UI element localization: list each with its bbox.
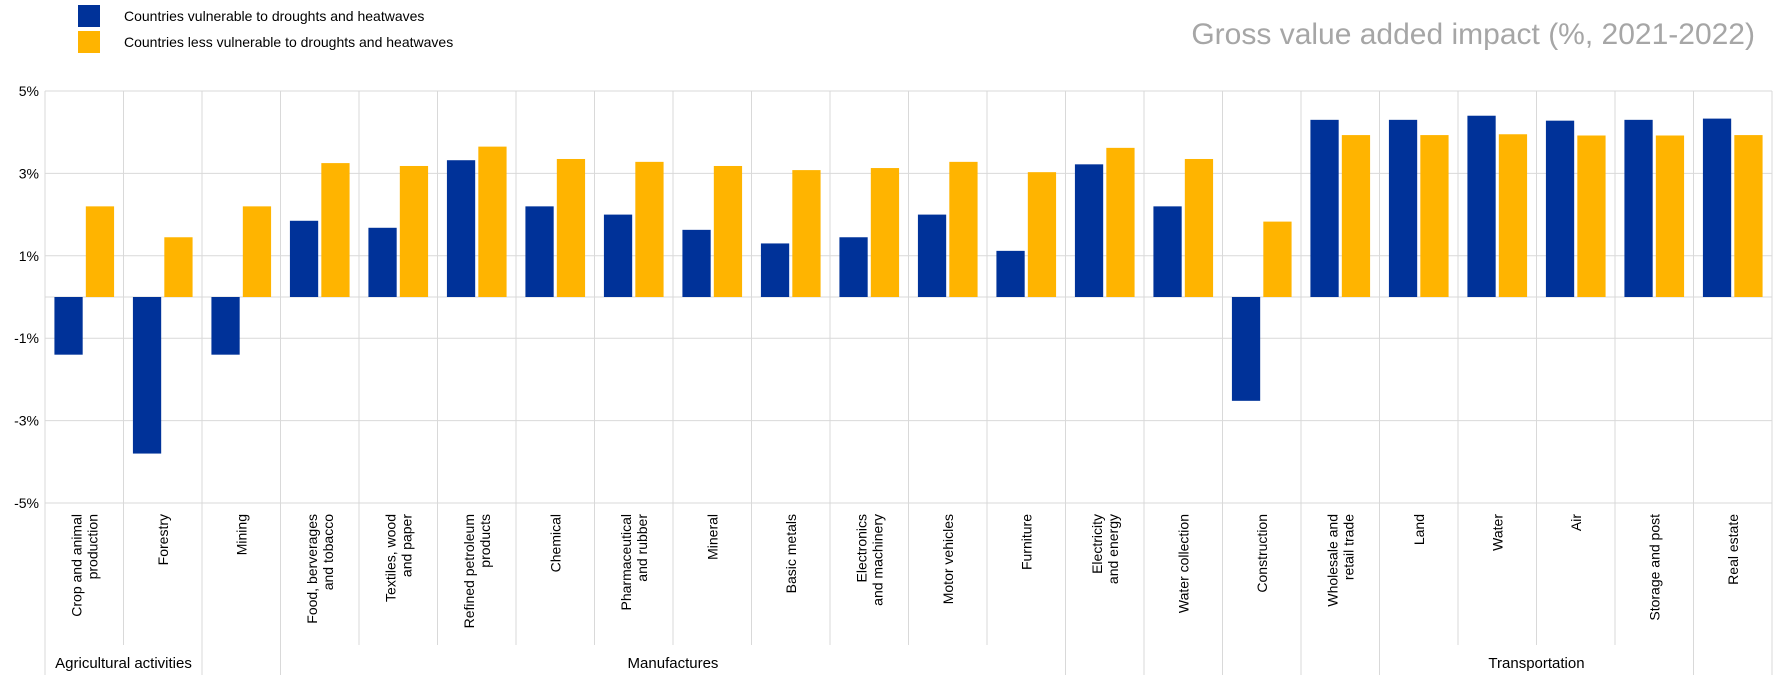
bar-vulnerable: [525, 206, 554, 297]
category-label: Chemical: [547, 514, 563, 572]
category-label: Water: [1489, 514, 1505, 551]
y-tick-label: 3%: [19, 165, 39, 181]
bar-less-vulnerable: [1263, 221, 1292, 297]
y-tick-label: -3%: [14, 413, 39, 429]
bar-vulnerable: [839, 237, 868, 297]
bar-vulnerable: [1467, 115, 1496, 297]
bar-vulnerable: [682, 229, 711, 297]
legend-label-vulnerable: Countries vulnerable to droughts and hea…: [124, 8, 425, 24]
category-label: Pharmaceutical: [618, 514, 634, 611]
y-tick-label: 1%: [19, 248, 39, 264]
category-label: and energy: [1105, 514, 1121, 584]
legend-item-less-vulnerable: Countries less vulnerable to droughts an…: [78, 31, 453, 53]
bar-less-vulnerable: [1498, 134, 1528, 297]
category-label: Motor vehicles: [940, 514, 956, 604]
y-tick-label: 5%: [19, 83, 39, 99]
bar-vulnerable: [1388, 119, 1418, 297]
bar-vulnerable: [917, 214, 947, 297]
category-label: Land: [1411, 514, 1427, 545]
legend-item-vulnerable: Countries vulnerable to droughts and hea…: [78, 5, 424, 27]
bar-vulnerable: [603, 214, 633, 297]
bar-less-vulnerable: [1106, 147, 1135, 297]
bar-less-vulnerable: [1341, 135, 1371, 297]
bar-vulnerable: [368, 227, 397, 297]
legend-label-less-vulnerable: Countries less vulnerable to droughts an…: [124, 34, 454, 50]
category-label: Air: [1568, 514, 1584, 531]
bar-less-vulnerable: [1027, 172, 1057, 297]
y-tick-label: -1%: [14, 330, 39, 346]
bar-vulnerable: [1231, 297, 1261, 401]
group-label: Agricultural activities: [55, 655, 192, 672]
bar-less-vulnerable: [478, 146, 507, 297]
category-label: Wholesale and: [1324, 514, 1340, 607]
bar-less-vulnerable: [242, 206, 272, 297]
category-label: and machinery: [869, 514, 885, 606]
bar-less-vulnerable: [713, 165, 743, 297]
bar-less-vulnerable: [556, 158, 586, 297]
category-label: and rubber: [634, 514, 650, 582]
chart-title: Gross value added impact (%, 2021-2022): [1191, 18, 1755, 51]
group-label: Transportation: [1488, 655, 1584, 672]
bar-less-vulnerable: [949, 161, 978, 297]
bar-less-vulnerable: [1734, 135, 1763, 297]
bar-vulnerable: [289, 220, 319, 297]
bar-less-vulnerable: [1420, 135, 1449, 297]
group-label: Manufactures: [628, 655, 719, 672]
bar-vulnerable: [132, 297, 162, 454]
category-label: production: [84, 514, 100, 579]
category-label: Refined petroleum: [461, 514, 477, 628]
bar-less-vulnerable: [85, 206, 115, 297]
category-label: retail trade: [1340, 514, 1356, 580]
bar-less-vulnerable: [870, 168, 900, 297]
category-label: Electricity: [1089, 514, 1105, 574]
category-label: Textiles, wood: [382, 514, 398, 602]
category-label: Electronics: [853, 514, 869, 582]
bar-less-vulnerable: [1655, 135, 1685, 297]
bar-vulnerable: [1702, 118, 1732, 297]
bar-vulnerable: [211, 297, 240, 355]
category-label: Storage and post: [1646, 514, 1662, 621]
category-label: Water collection: [1175, 514, 1191, 613]
legend-swatch-vulnerable: [78, 5, 100, 27]
bar-vulnerable: [1545, 120, 1575, 297]
category-label: Real estate: [1725, 514, 1741, 585]
y-tick-label: -5%: [14, 495, 39, 511]
bar-vulnerable: [996, 250, 1025, 297]
legend-swatch-less-vulnerable: [78, 31, 100, 53]
bar-vulnerable: [54, 297, 83, 355]
bar-less-vulnerable: [321, 163, 350, 297]
category-label: Forestry: [155, 514, 171, 565]
category-label: and tobacco: [320, 514, 336, 590]
bar-less-vulnerable: [399, 165, 429, 297]
bar-less-vulnerable: [635, 161, 664, 297]
category-label: Furniture: [1018, 514, 1034, 570]
bar-vulnerable: [446, 160, 476, 297]
category-label: and paper: [398, 514, 414, 577]
bar-less-vulnerable: [1577, 135, 1606, 297]
bar-vulnerable: [1074, 164, 1104, 297]
bar-less-vulnerable: [1184, 158, 1214, 297]
category-label: Basic metals: [783, 514, 799, 593]
category-label: Mineral: [704, 514, 720, 560]
bar-vulnerable: [1310, 119, 1339, 297]
bar-vulnerable: [1153, 206, 1182, 297]
category-label: products: [477, 514, 493, 568]
bar-vulnerable: [1624, 119, 1653, 297]
category-label: Construction: [1254, 514, 1270, 593]
category-label: Food, berverages: [304, 514, 320, 624]
bar-vulnerable: [760, 243, 790, 297]
bar-less-vulnerable: [792, 170, 821, 297]
bar-less-vulnerable: [164, 237, 193, 297]
category-label: Mining: [233, 514, 249, 555]
category-label: Crop and animal: [68, 514, 84, 617]
